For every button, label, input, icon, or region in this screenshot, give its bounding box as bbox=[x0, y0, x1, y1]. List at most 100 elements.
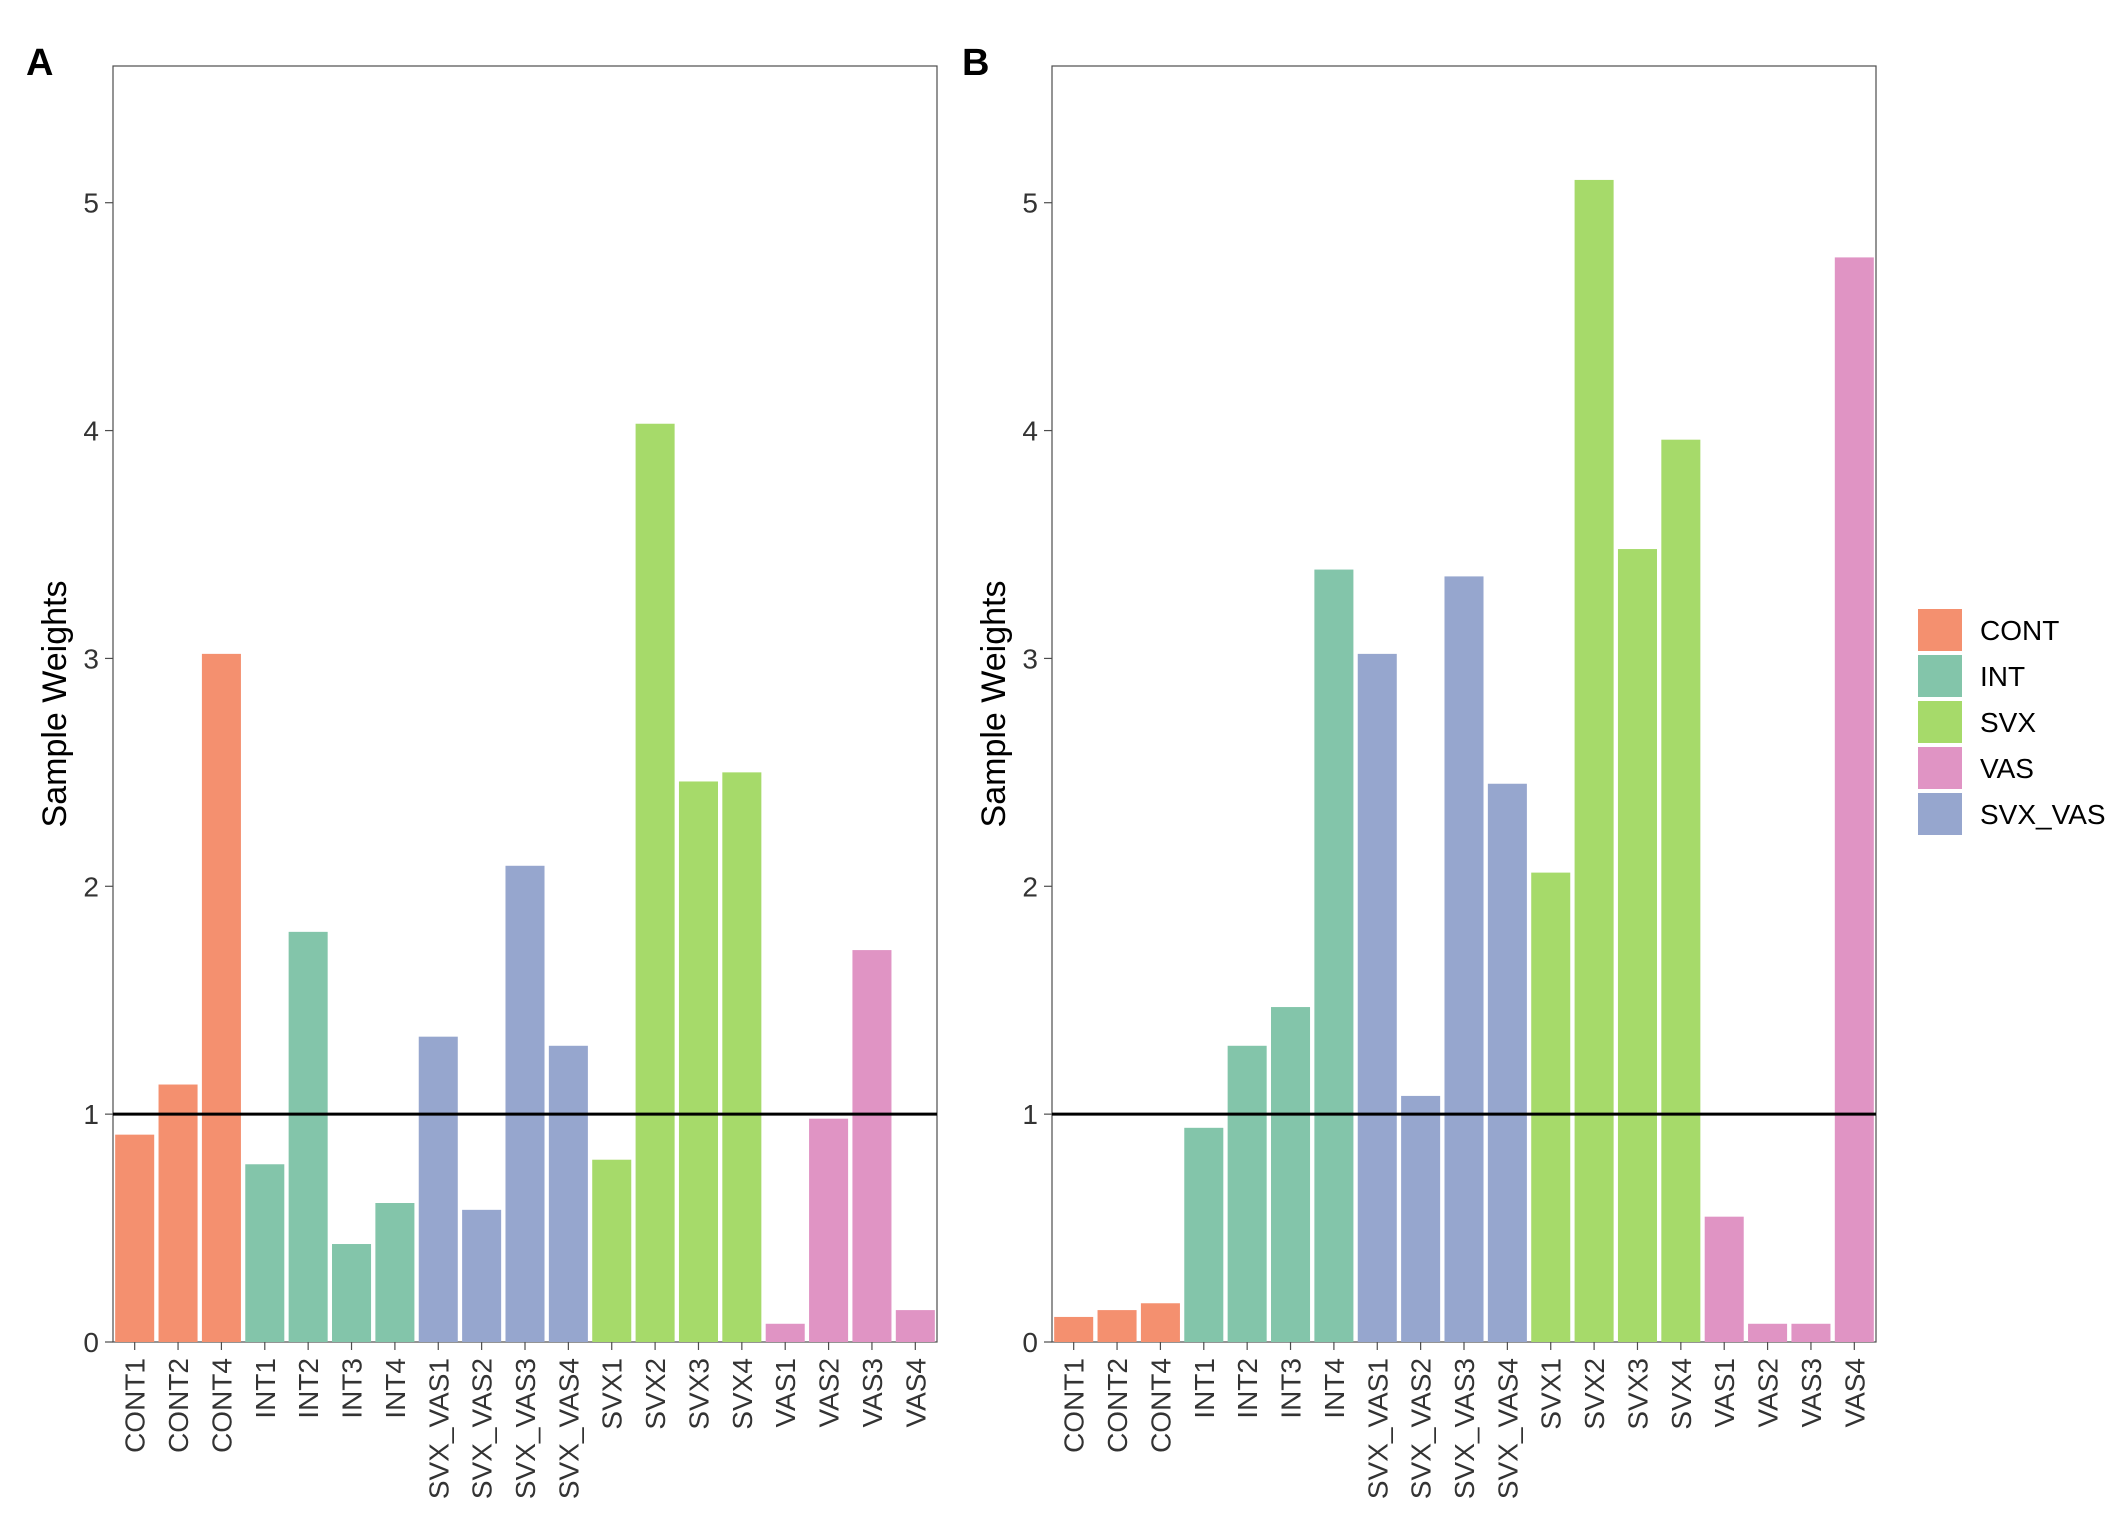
x-tick-label: SVX3 bbox=[1622, 1358, 1653, 1430]
x-tick-label: SVX2 bbox=[640, 1358, 671, 1430]
bar-svx1 bbox=[1531, 872, 1571, 1342]
x-tick-label: VAS4 bbox=[1839, 1358, 1870, 1428]
y-tick-label: 1 bbox=[83, 1099, 99, 1130]
y-tick-label: 0 bbox=[83, 1327, 99, 1358]
bar-vas2 bbox=[809, 1118, 849, 1342]
panel-letter: A bbox=[26, 42, 53, 84]
bar-int4 bbox=[375, 1203, 415, 1342]
legend-swatch-svx bbox=[1918, 701, 1962, 743]
y-tick-label: 0 bbox=[1022, 1327, 1038, 1358]
bar-int3 bbox=[1271, 1007, 1311, 1342]
bar-svx-vas1 bbox=[1357, 653, 1397, 1342]
bar-vas3 bbox=[852, 950, 892, 1342]
y-tick-label: 4 bbox=[1022, 416, 1038, 447]
x-tick-label: SVX4 bbox=[727, 1358, 758, 1430]
x-tick-label: CONT1 bbox=[120, 1358, 151, 1453]
legend-label: VAS bbox=[1980, 753, 2034, 784]
y-tick-label: 5 bbox=[1022, 188, 1038, 219]
x-tick-label: INT1 bbox=[250, 1358, 281, 1419]
bar-cont4 bbox=[201, 653, 241, 1342]
bar-svx4 bbox=[722, 772, 762, 1342]
x-tick-label: VAS2 bbox=[814, 1358, 845, 1428]
bar-cont1 bbox=[115, 1134, 155, 1342]
bar-svx-vas4 bbox=[1487, 783, 1527, 1342]
bar-int2 bbox=[288, 931, 328, 1342]
panel-b: B 0 1 2 3 4 5 Sample Weights CONT1 CONT2 CONT4 INT1… bbox=[962, 42, 1877, 1499]
bar-vas1 bbox=[1704, 1216, 1744, 1342]
x-tick-label: INT2 bbox=[293, 1358, 324, 1419]
bar-int1 bbox=[1184, 1127, 1224, 1342]
x-tick-label: CONT4 bbox=[206, 1358, 237, 1453]
legend-swatch-vas bbox=[1918, 747, 1962, 789]
x-tick-label: SVX_VAS1 bbox=[1362, 1358, 1393, 1499]
y-axis-title: Sample Weights bbox=[975, 581, 1013, 828]
bar-svx-vas3 bbox=[1444, 576, 1484, 1342]
x-tick-label: INT1 bbox=[1189, 1358, 1220, 1419]
x-tick-label: CONT2 bbox=[163, 1358, 194, 1453]
legend-label: CONT bbox=[1980, 615, 2059, 646]
x-tick-label: SVX4 bbox=[1666, 1358, 1697, 1430]
legend-label: INT bbox=[1980, 661, 2025, 692]
bar-int3 bbox=[332, 1244, 372, 1342]
legend: CONT INT SVX VAS SVX_VAS bbox=[1918, 609, 2106, 835]
bar-svx-vas3 bbox=[505, 865, 545, 1342]
legend-label: SVX_VAS bbox=[1980, 799, 2106, 830]
y-tick-label: 3 bbox=[1022, 643, 1038, 674]
bar-svx3 bbox=[678, 781, 718, 1342]
y-tick-label: 5 bbox=[83, 188, 99, 219]
y-tick-label: 2 bbox=[83, 871, 99, 902]
x-tick-label: SVX_VAS2 bbox=[1406, 1358, 1437, 1499]
x-tick-label: INT3 bbox=[337, 1358, 368, 1419]
x-tick-label: SVX1 bbox=[1536, 1358, 1567, 1430]
bar-svx2 bbox=[1574, 179, 1614, 1342]
bar-int4 bbox=[1314, 569, 1354, 1342]
x-tick-label: INT4 bbox=[380, 1358, 411, 1419]
x-tick-label: SVX1 bbox=[597, 1358, 628, 1430]
x-tick-label: CONT2 bbox=[1102, 1358, 1133, 1453]
x-tick-label: INT3 bbox=[1276, 1358, 1307, 1419]
x-tick-label: VAS2 bbox=[1753, 1358, 1784, 1428]
bar-vas4 bbox=[1834, 257, 1874, 1342]
bar-int2 bbox=[1227, 1045, 1267, 1342]
bar-svx-vas2 bbox=[1401, 1095, 1441, 1342]
x-tick-label: SVX_VAS4 bbox=[553, 1358, 584, 1499]
bar-svx-vas2 bbox=[462, 1209, 502, 1342]
x-tick-label: INT2 bbox=[1232, 1358, 1263, 1419]
x-tick-label: VAS1 bbox=[770, 1358, 801, 1428]
legend-label: SVX bbox=[1980, 707, 2036, 738]
y-axis-title: Sample Weights bbox=[36, 581, 74, 828]
bar-svx3 bbox=[1617, 549, 1657, 1342]
bar-cont2 bbox=[158, 1084, 198, 1342]
bar-cont4 bbox=[1140, 1303, 1180, 1342]
x-tick-label: SVX3 bbox=[683, 1358, 714, 1430]
x-tick-label: SVX_VAS1 bbox=[423, 1358, 454, 1499]
legend-swatch-cont bbox=[1918, 609, 1962, 651]
legend-swatch-int bbox=[1918, 655, 1962, 697]
x-tick-label: CONT1 bbox=[1059, 1358, 1090, 1453]
panel-a: A 0 1 2 3 4 5 Sample Weights CONT1 CONT2 CONT4 INT1… bbox=[26, 42, 938, 1499]
bar-svx1 bbox=[592, 1159, 632, 1342]
x-tick-label: SVX_VAS2 bbox=[467, 1358, 498, 1499]
panel-letter: B bbox=[962, 42, 989, 84]
y-tick-label: 1 bbox=[1022, 1099, 1038, 1130]
x-tick-label: SVX2 bbox=[1579, 1358, 1610, 1430]
x-tick-label: SVX_VAS4 bbox=[1492, 1358, 1523, 1499]
bar-vas1 bbox=[765, 1323, 805, 1342]
bar-svx-vas1 bbox=[418, 1036, 458, 1342]
bar-svx-vas4 bbox=[548, 1045, 588, 1342]
bar-svx4 bbox=[1661, 439, 1701, 1343]
y-tick-label: 4 bbox=[83, 416, 99, 447]
y-tick-label: 2 bbox=[1022, 871, 1038, 902]
bar-int1 bbox=[245, 1164, 285, 1342]
x-tick-label: INT4 bbox=[1319, 1358, 1350, 1419]
bar-vas3 bbox=[1791, 1323, 1831, 1342]
x-tick-label: CONT4 bbox=[1145, 1358, 1176, 1453]
y-tick-label: 3 bbox=[83, 643, 99, 674]
bar-vas4 bbox=[895, 1310, 935, 1342]
x-tick-label: VAS4 bbox=[900, 1358, 931, 1428]
bar-cont2 bbox=[1097, 1310, 1137, 1342]
x-tick-label: VAS3 bbox=[857, 1358, 888, 1428]
legend-swatch-svx-vas bbox=[1918, 793, 1962, 835]
bar-cont1 bbox=[1054, 1316, 1094, 1342]
